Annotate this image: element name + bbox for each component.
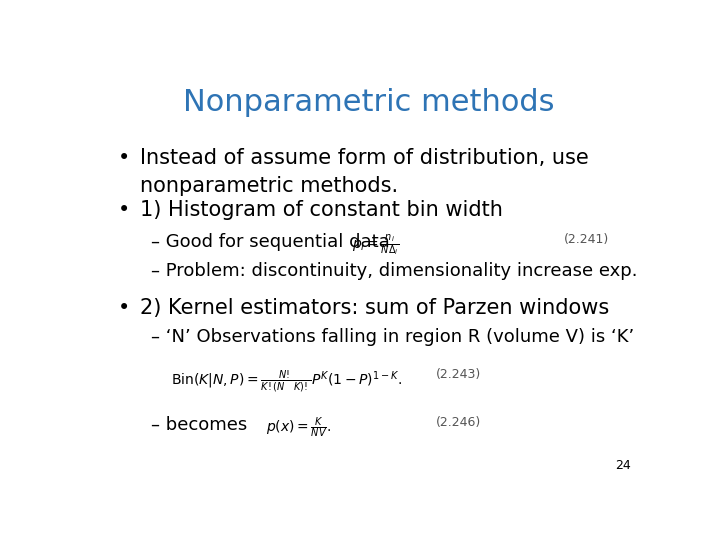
Text: •: • — [118, 200, 130, 220]
Text: $p_i = \frac{n_i}{N\Delta_i}$: $p_i = \frac{n_i}{N\Delta_i}$ — [352, 233, 400, 258]
Text: – Good for sequential data: – Good for sequential data — [151, 233, 390, 251]
Text: $\mathrm{Bin}(K|N,P) = \frac{N!}{K!(N\ \ \ K)!}P^K(1-P)^{1-K}.$: $\mathrm{Bin}(K|N,P) = \frac{N!}{K!(N\ \… — [171, 368, 402, 395]
Text: •: • — [118, 298, 130, 318]
Text: 24: 24 — [616, 460, 631, 472]
Text: 2) Kernel estimators: sum of Parzen windows: 2) Kernel estimators: sum of Parzen wind… — [140, 298, 609, 318]
Text: (2.246): (2.246) — [436, 416, 481, 429]
Text: $p(x) = \frac{K}{NV}.$: $p(x) = \frac{K}{NV}.$ — [266, 416, 331, 441]
Text: – becomes: – becomes — [151, 416, 248, 434]
Text: (2.243): (2.243) — [436, 368, 481, 381]
Text: Nonparametric methods: Nonparametric methods — [184, 87, 554, 117]
Text: 1) Histogram of constant bin width: 1) Histogram of constant bin width — [140, 200, 503, 220]
Text: (2.241): (2.241) — [564, 233, 609, 246]
Text: – Problem: discontinuity, dimensionality increase exp.: – Problem: discontinuity, dimensionality… — [151, 262, 638, 280]
Text: Instead of assume form of distribution, use
nonparametric methods.: Instead of assume form of distribution, … — [140, 148, 589, 196]
Text: •: • — [118, 148, 130, 168]
Text: – ‘N’ Observations falling in region R (volume V) is ‘K’: – ‘N’ Observations falling in region R (… — [151, 328, 634, 346]
